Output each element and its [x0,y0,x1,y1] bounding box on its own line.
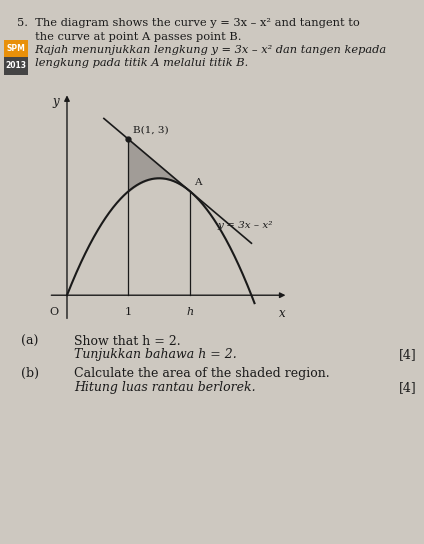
Text: Show that h = 2.: Show that h = 2. [74,335,181,348]
Text: B(1, 3): B(1, 3) [134,125,169,134]
Text: (a): (a) [21,335,39,348]
Text: y = 3x – x²: y = 3x – x² [218,220,273,230]
Text: lengkung pada titik A melalui titik B.: lengkung pada titik A melalui titik B. [17,58,248,67]
Text: x: x [279,307,285,320]
Text: [4]: [4] [399,348,416,361]
Text: O: O [49,307,58,317]
Text: Hitung luas rantau berlorek.: Hitung luas rantau berlorek. [74,381,256,394]
Text: Tunjukkan bahawa h = 2.: Tunjukkan bahawa h = 2. [74,348,237,361]
Text: Rajah menunjukkan lengkung y = 3x – x² dan tangen kepada: Rajah menunjukkan lengkung y = 3x – x² d… [17,45,386,54]
Text: y: y [53,95,59,108]
Text: h: h [187,307,193,317]
Text: 5.  The diagram shows the curve y = 3x – x² and tangent to: 5. The diagram shows the curve y = 3x – … [17,18,360,28]
Text: SPM: SPM [6,44,25,53]
Text: 1: 1 [125,307,132,317]
Text: (b): (b) [21,367,39,380]
Text: A: A [194,178,201,187]
Text: Calculate the area of the shaded region.: Calculate the area of the shaded region. [74,367,330,380]
Text: [4]: [4] [399,381,416,394]
Text: the curve at point A passes point B.: the curve at point A passes point B. [17,32,241,41]
Text: 2013: 2013 [6,61,26,70]
